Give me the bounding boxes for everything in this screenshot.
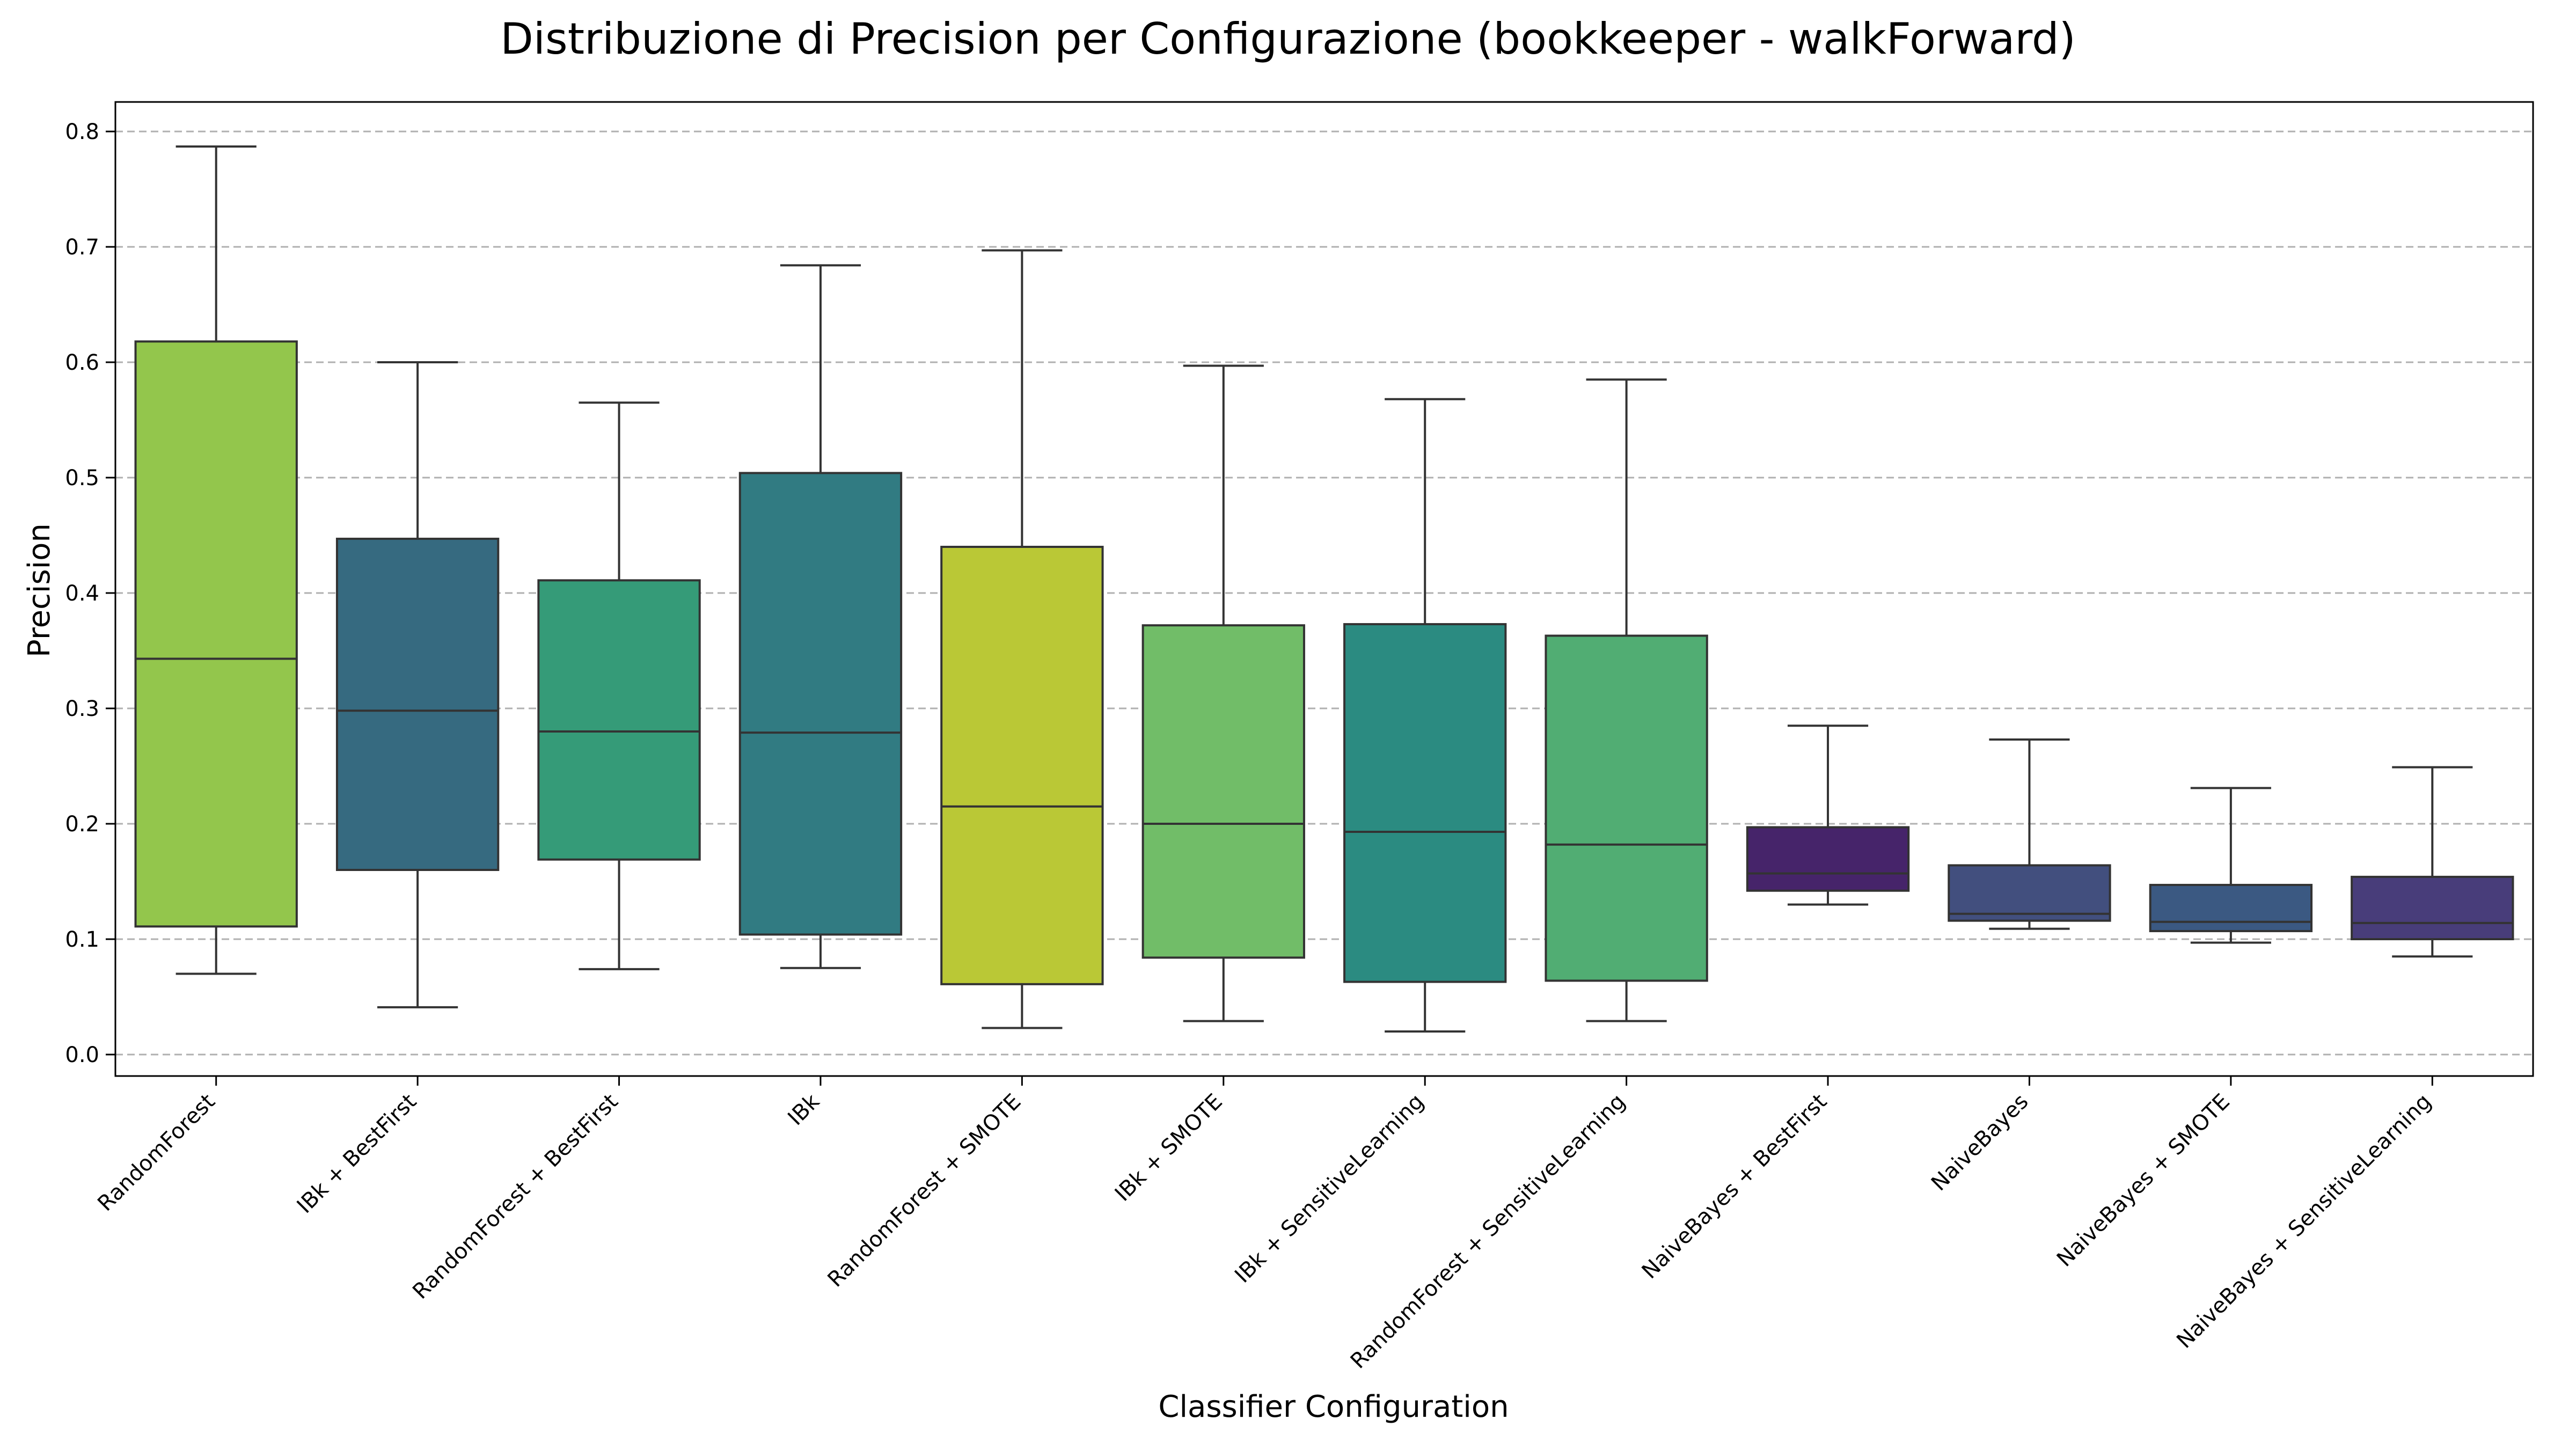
chart-title: Distribuzione di Precision per Configura… — [500, 14, 2076, 64]
box-group — [2351, 766, 2514, 958]
box-group — [1948, 738, 2111, 930]
iqr-box — [2351, 875, 2514, 941]
iqr-box — [1343, 623, 1507, 983]
x-axis-label: Classifier Configuration — [1158, 1389, 1509, 1424]
iqr-box — [1746, 826, 1910, 892]
iqr-box — [537, 579, 701, 861]
iqr-box — [1545, 634, 1708, 982]
box-group — [738, 264, 903, 969]
box-group — [1545, 378, 1708, 1022]
box-group — [1746, 724, 1910, 906]
box-group — [940, 249, 1104, 1029]
iqr-box — [1948, 864, 2111, 922]
iqr-box — [940, 546, 1104, 985]
iqr-box — [134, 340, 298, 928]
box-group — [537, 401, 701, 970]
y-tick-label: 0.8 — [65, 120, 99, 144]
box-group — [2149, 787, 2313, 944]
y-tick-label: 0.1 — [65, 927, 99, 952]
y-axis: 0.0 0.1 0.2 0.3 0.4 0.5 0.6 0.7 0.8 — [65, 120, 115, 1067]
plot-frame — [114, 101, 2534, 1077]
iqr-box — [738, 472, 903, 936]
box-group — [134, 145, 298, 975]
iqr-box — [1141, 624, 1305, 959]
y-tick-label: 0.3 — [65, 697, 99, 721]
y-tick-label: 0.7 — [65, 235, 99, 260]
iqr-box — [2149, 883, 2313, 932]
box-group — [1343, 398, 1507, 1033]
box-group — [1141, 364, 1305, 1022]
y-tick-label: 0.0 — [65, 1043, 99, 1067]
iqr-box — [335, 537, 500, 871]
y-tick-label: 0.5 — [65, 466, 99, 491]
y-tick-label: 0.2 — [65, 812, 99, 837]
box-group — [335, 361, 500, 1008]
y-tick-label: 0.4 — [65, 581, 99, 606]
y-axis-label: Precision — [22, 523, 57, 657]
box-layer — [134, 145, 2514, 1033]
y-tick-label: 0.6 — [65, 350, 99, 375]
grid-layer — [115, 130, 2533, 1056]
